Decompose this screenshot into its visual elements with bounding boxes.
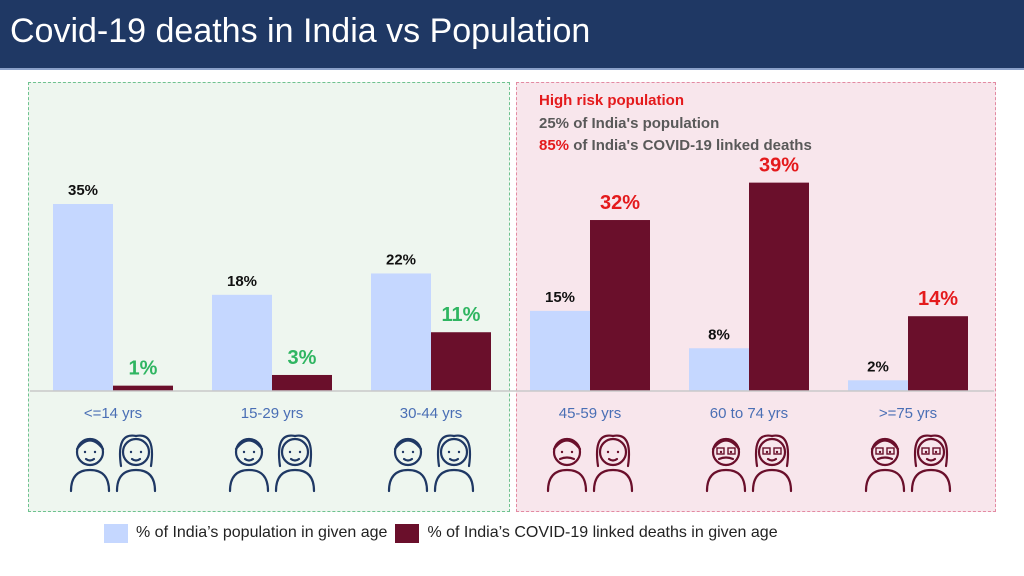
category-label: 60 to 74 yrs <box>710 405 788 422</box>
category-label: 45-59 yrs <box>559 405 622 422</box>
deaths-value-label: 14% <box>918 288 958 310</box>
population-value-label: 8% <box>708 326 730 343</box>
deaths-value-label: 11% <box>442 304 481 326</box>
population-bar <box>689 348 749 391</box>
value-labels-layer: 35% 1% 18% 3% 22% 11% 15% 32% 8% 39% 2% 14% <box>68 155 958 380</box>
middle-aged-couple-icon <box>546 434 634 493</box>
deaths-bar <box>749 182 809 391</box>
elderly-couple-icon <box>864 434 952 493</box>
high-risk-heading: High risk population <box>539 92 684 109</box>
population-value-label: 15% <box>545 289 575 306</box>
population-legend-label: % of India’s population in given age <box>136 524 388 541</box>
young-adults-icon <box>228 434 316 493</box>
deaths-swatch <box>395 523 420 543</box>
deaths-bar <box>908 316 968 391</box>
deaths-bar <box>113 385 173 391</box>
population-value-label: 35% <box>68 182 98 199</box>
legend: % of India’s population in given age % o… <box>104 522 778 544</box>
category-label: <=14 yrs <box>84 405 142 422</box>
category-label: 15-29 yrs <box>241 405 304 422</box>
deaths-value-label: 3% <box>288 347 317 369</box>
deaths-value-label: 32% <box>600 192 640 214</box>
population-swatch <box>104 523 128 543</box>
deaths-bar <box>272 374 332 391</box>
population-bar <box>530 310 590 391</box>
legend-item-population: % of India’s population in given age <box>104 523 388 543</box>
header-bar: Covid-19 deaths in India vs Population <box>0 0 1024 70</box>
population-value-label: 18% <box>227 273 257 290</box>
category-label: 30-44 yrs <box>400 405 463 422</box>
population-bar <box>371 273 431 391</box>
population-value-label: 22% <box>386 251 416 268</box>
senior-couple-icon <box>705 434 793 493</box>
high-risk-population-share: 25% of India's population <box>539 114 720 132</box>
high-risk-deaths-share: 85% of India's COVID-19 linked deaths <box>539 135 812 158</box>
high-risk-deaths-text: of India's COVID-19 linked deaths <box>569 137 812 154</box>
page-title: Covid-19 deaths in India vs Population <box>10 12 591 50</box>
population-bar <box>212 294 272 391</box>
legend-item-deaths: % of India’s COVID-19 linked deaths in g… <box>395 523 778 543</box>
population-bar <box>848 380 908 391</box>
population-value-label: 2% <box>867 358 889 375</box>
people-icons-layer <box>69 434 952 493</box>
high-risk-note: High risk population 25% of India's popu… <box>539 90 812 158</box>
population-bar <box>53 204 113 391</box>
deaths-bar <box>431 332 491 391</box>
deaths-value-label: 39% <box>759 155 799 177</box>
kids-icon <box>69 434 157 493</box>
deaths-value-label: 1% <box>129 358 158 380</box>
deaths-legend-label: % of India’s COVID-19 linked deaths in g… <box>427 524 778 541</box>
category-labels-layer: <=14 yrs 15-29 yrs 30-44 yrs 45-59 yrs 60 to… <box>84 405 937 422</box>
high-risk-deaths-value: 85% <box>539 137 570 154</box>
deaths-bar <box>590 220 650 391</box>
bars-layer <box>53 182 968 391</box>
adults-icon <box>387 434 475 493</box>
category-label: >=75 yrs <box>879 405 937 422</box>
